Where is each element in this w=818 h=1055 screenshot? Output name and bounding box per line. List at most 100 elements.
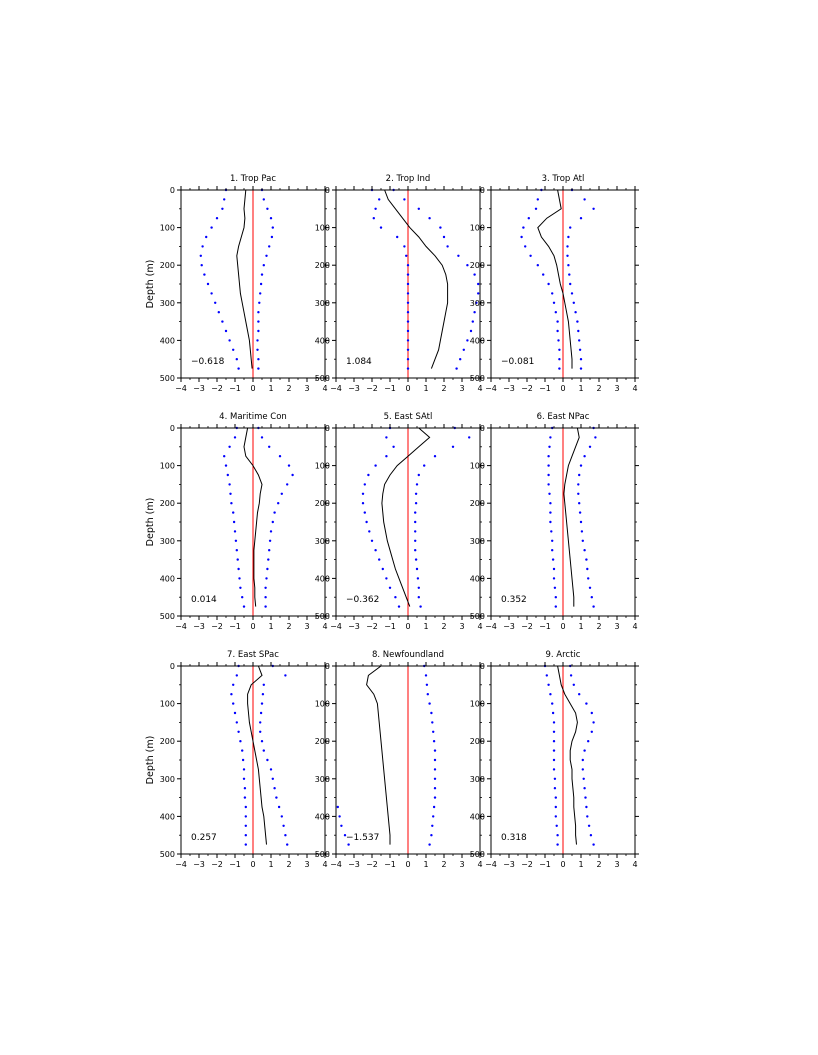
y-tick-label: 200 [315, 499, 330, 508]
series-upper-point [414, 558, 418, 561]
series-upper-point [569, 226, 572, 229]
series-upper-point [578, 339, 581, 342]
series-upper-point [581, 758, 584, 762]
series-lower-point [239, 586, 242, 589]
x-tick-label: 0 [405, 622, 410, 631]
series-lower-point [405, 254, 408, 257]
series-upper-point [477, 292, 480, 295]
y-tick-label: 100 [315, 224, 330, 233]
x-tick-label: 3 [459, 622, 464, 631]
series-lower-point [406, 329, 410, 333]
x-tick-label: 3 [614, 384, 619, 393]
panel-5: 5. East SAtl −4 −3 −2 −1 0 1 2 3 4 0 100 200 300 400 50… [315, 412, 484, 631]
y-tick-label: 400 [160, 574, 175, 583]
series-upper-point [572, 301, 575, 304]
series-upper-point [264, 596, 267, 599]
y-tick-label: 0 [480, 662, 485, 671]
series-upper-point [426, 693, 429, 696]
series-lower-point [385, 436, 388, 439]
series-lower-point [547, 464, 550, 467]
series-lower-point [547, 282, 550, 286]
y-tick-label: 0 [170, 186, 175, 195]
x-tick-label: −3 [348, 860, 360, 869]
x-tick-label: −4 [175, 384, 187, 393]
series-mean-line [537, 189, 573, 369]
series-upper-point [578, 502, 581, 505]
series-upper-point [581, 539, 584, 542]
series-upper-point [439, 226, 442, 229]
x-tick-label: −1 [229, 860, 241, 869]
series-upper-point [271, 777, 274, 780]
series-upper-point [586, 815, 589, 818]
x-tick-label: 1 [268, 384, 273, 393]
series-lower-point [545, 674, 548, 677]
series-upper-point [291, 473, 294, 477]
series-lower-point [363, 511, 366, 514]
series-upper-point [473, 311, 476, 314]
series-lower-point [388, 586, 392, 589]
series-lower-dots [336, 805, 350, 846]
series-upper-point [273, 787, 276, 790]
series-lower-point [547, 455, 550, 458]
series-lower-point [235, 674, 238, 677]
series-lower-point [551, 539, 554, 542]
series-upper-point [469, 329, 473, 333]
series-lower-point [547, 483, 550, 486]
series-lower-point [243, 787, 247, 790]
series-lower-point [406, 339, 410, 342]
series-lower-point [551, 292, 554, 295]
series-upper-point [262, 749, 265, 752]
series-upper-point [433, 455, 437, 458]
y-tick-label: 0 [170, 662, 175, 671]
x-tick-label: 2 [286, 860, 291, 869]
series-upper-point [259, 282, 263, 286]
series-upper-point [590, 730, 593, 733]
series-upper-point [280, 815, 283, 818]
series-lower-point [552, 577, 556, 580]
x-tick-label: 3 [614, 860, 619, 869]
y-tick-label: 200 [160, 737, 175, 746]
series-upper-point [577, 483, 580, 486]
series-upper-point [284, 674, 287, 677]
series-upper-point [433, 796, 437, 799]
series-lower-point [406, 282, 410, 286]
series-lower-point [367, 473, 370, 477]
x-tick-label: −4 [485, 384, 497, 393]
series-upper-point [466, 339, 469, 342]
series-upper-point [566, 245, 569, 248]
panel-annotation: −0.081 [501, 357, 534, 367]
x-tick-label: −3 [503, 384, 515, 393]
x-tick-label: −1 [229, 622, 241, 631]
x-tick-label: 3 [304, 384, 309, 393]
series-upper-point [568, 273, 571, 276]
series-upper-point [579, 358, 583, 361]
y-tick-label: 300 [315, 775, 330, 784]
y-tick-label: 500 [315, 374, 330, 383]
series-lower-point [379, 226, 383, 229]
series-lower-point [385, 577, 388, 580]
y-tick-label: 200 [470, 261, 485, 270]
series-upper-dots [569, 664, 595, 846]
series-lower-dots [370, 188, 410, 370]
series-upper-point [585, 558, 588, 561]
series-lower-point [370, 539, 374, 542]
series-upper-point [414, 502, 418, 505]
series-lower-point [527, 217, 530, 220]
series-lower-point [203, 273, 206, 276]
series-lower-point [199, 254, 202, 257]
y-tick-label: 500 [315, 612, 330, 621]
series-upper-dots [256, 188, 274, 370]
x-tick-label: −4 [330, 384, 342, 393]
series-lower-point [551, 702, 554, 705]
series-lower-point [548, 445, 551, 448]
series-upper-point [576, 320, 579, 323]
x-tick-label: 1 [268, 860, 273, 869]
x-tick-label: −4 [175, 622, 187, 631]
x-tick-label: 1 [578, 622, 583, 631]
series-lower-point [232, 511, 235, 514]
series-mean-line [236, 189, 253, 369]
x-tick-label: 3 [459, 860, 464, 869]
series-lower-point [232, 683, 235, 686]
y-tick-label: 0 [480, 186, 485, 195]
series-lower-point [238, 577, 241, 580]
